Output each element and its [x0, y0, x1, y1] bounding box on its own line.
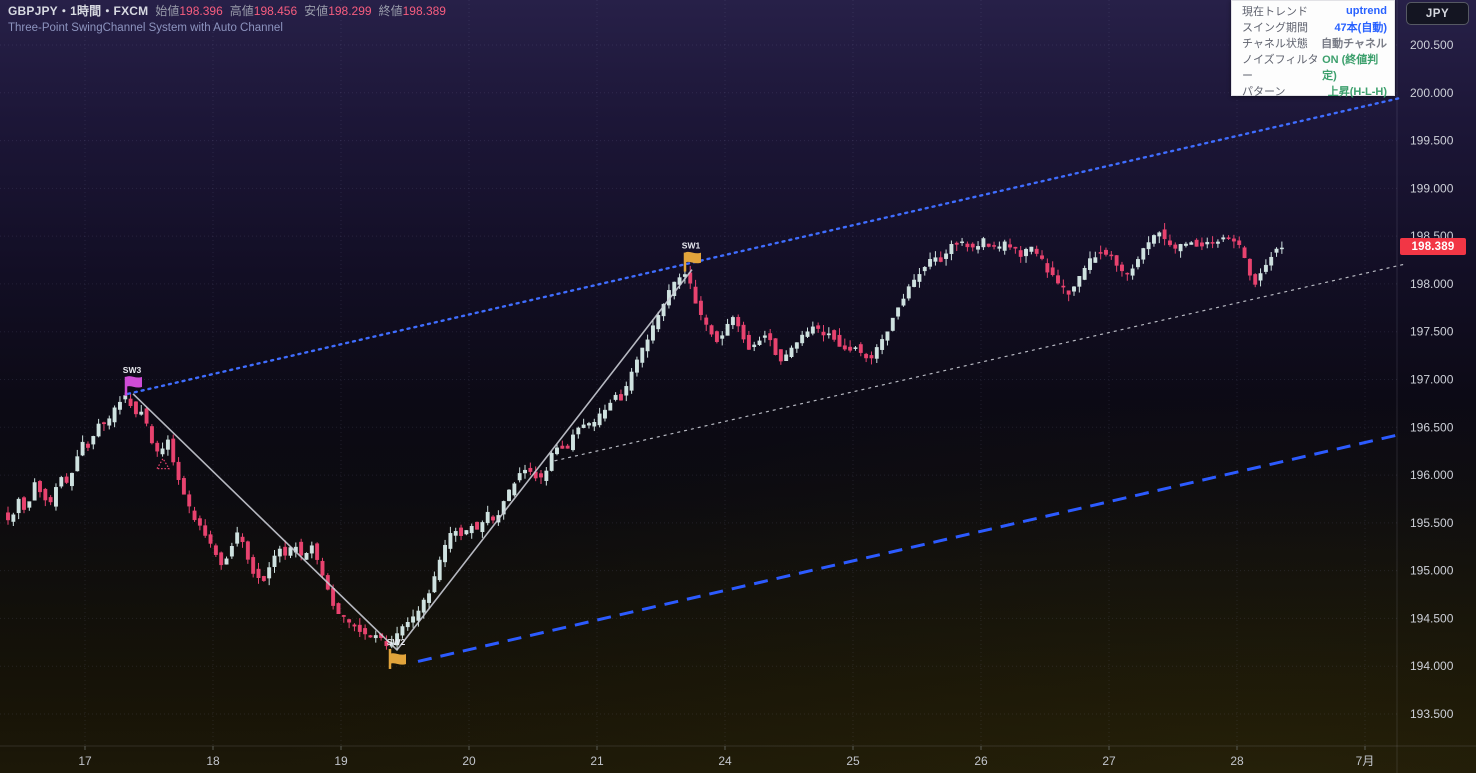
indicator-status-panel: 現在トレンド uptrend スイング期間 47本(自動) チャネル状態 自動チ…	[1231, 0, 1395, 99]
time-axis[interactable]: 17 18 19 20 21 24 25 26 27 28 7月	[78, 746, 1374, 768]
price-axis[interactable]: 200.500200.000199.500199.000198.500198.0…	[1410, 38, 1454, 721]
price-tick-label: 200.500	[1410, 38, 1454, 52]
close-value: 198.389	[402, 4, 446, 18]
price-tick-label: 194.500	[1410, 611, 1454, 625]
time-tick-label: 27	[1102, 754, 1116, 768]
high-value: 198.456	[253, 4, 298, 18]
time-tick-label: 25	[846, 754, 860, 768]
status-value: 自動チャネル	[1321, 38, 1387, 50]
price-tick-label: 194.000	[1410, 659, 1454, 673]
price-tick-label: 200.000	[1410, 86, 1454, 100]
swing-flag-sw3: SW3	[123, 365, 142, 396]
price-tick-label: 199.500	[1410, 134, 1454, 148]
status-label: スイング期間	[1242, 22, 1308, 34]
time-tick-label: 20	[462, 754, 476, 768]
time-tick-label: 26	[974, 754, 988, 768]
lower-channel	[417, 432, 1403, 663]
price-tick-label: 197.000	[1410, 372, 1454, 386]
last-price-badge: 198.389	[1400, 238, 1466, 256]
grid-lines	[0, 0, 1397, 746]
price-tick-label: 196.000	[1410, 468, 1454, 482]
price-tick-label: 193.500	[1410, 707, 1454, 721]
status-row-pattern: パターン 上昇(H-L-H)	[1232, 83, 1394, 99]
swing-zigzag-line	[132, 269, 693, 652]
status-row-noise-filter: ノイズフィルター ON (終値判定)	[1232, 51, 1394, 83]
time-tick-label: 7月	[1356, 754, 1375, 768]
status-label: 現在トレンド	[1242, 6, 1308, 18]
status-value: ON (終値判定)	[1322, 54, 1379, 82]
status-label: ノイズフィルター	[1242, 54, 1319, 82]
time-tick-label: 19	[334, 754, 348, 768]
high-label: 高値	[229, 4, 254, 18]
swing-label-sw2: SW2	[387, 637, 406, 647]
swing-label-sw1: SW1	[682, 241, 701, 251]
time-tick-label: 17	[78, 754, 92, 768]
price-tick-label: 195.500	[1410, 516, 1454, 530]
candles-layer	[6, 223, 1284, 650]
indicator-title[interactable]: Three-Point SwingChannel System with Aut…	[8, 22, 283, 34]
status-label: チャネル状態	[1242, 38, 1308, 50]
median-line	[554, 263, 1407, 462]
time-tick-label: 24	[718, 754, 732, 768]
symbol-ohlc-line[interactable]: GBPJPY・1時間・FXCM 始値198.396 高値198.456 安値198.2…	[8, 4, 446, 19]
low-label: 安値	[304, 4, 329, 18]
status-value: 47本(自動)	[1334, 22, 1387, 34]
swing-label-sw3: SW3	[123, 365, 142, 375]
price-tick-label: 195.000	[1410, 564, 1454, 578]
upper-channel	[126, 96, 1404, 396]
close-label: 終値	[378, 4, 403, 18]
swing-flag-sw1: SW1	[682, 241, 701, 272]
price-tick-label: 199.000	[1410, 181, 1454, 195]
swing-flag-sw2: SW2	[387, 637, 406, 669]
chart-legend: GBPJPY・1時間・FXCM 始値198.396 高値198.456 安値198.2…	[8, 4, 446, 36]
price-tick-label: 197.500	[1410, 325, 1454, 339]
time-tick-label: 18	[206, 754, 220, 768]
status-value: 上昇(H-L-H)	[1327, 86, 1387, 98]
open-label: 始値	[155, 4, 180, 18]
status-row-channel-state: チャネル状態 自動チャネル	[1232, 35, 1394, 51]
status-value: uptrend	[1346, 5, 1387, 17]
status-row-swing-period: スイング期間 47本(自動)	[1232, 19, 1394, 35]
currency-toggle-button[interactable]: JPY	[1406, 2, 1469, 25]
channel-lines	[126, 96, 1407, 663]
time-tick-label: 21	[590, 754, 604, 768]
symbol-title[interactable]: GBPJPY・1時間・FXCM	[8, 4, 149, 18]
low-value: 198.299	[328, 4, 372, 18]
time-tick-label: 28	[1230, 754, 1244, 768]
open-value: 198.396	[179, 4, 223, 18]
status-row-trend: 現在トレンド uptrend	[1232, 3, 1394, 19]
price-tick-label: 196.500	[1410, 420, 1454, 434]
noise-filter-marker	[155, 457, 171, 470]
price-tick-label: 198.000	[1410, 277, 1454, 291]
status-label: パターン	[1242, 86, 1286, 98]
